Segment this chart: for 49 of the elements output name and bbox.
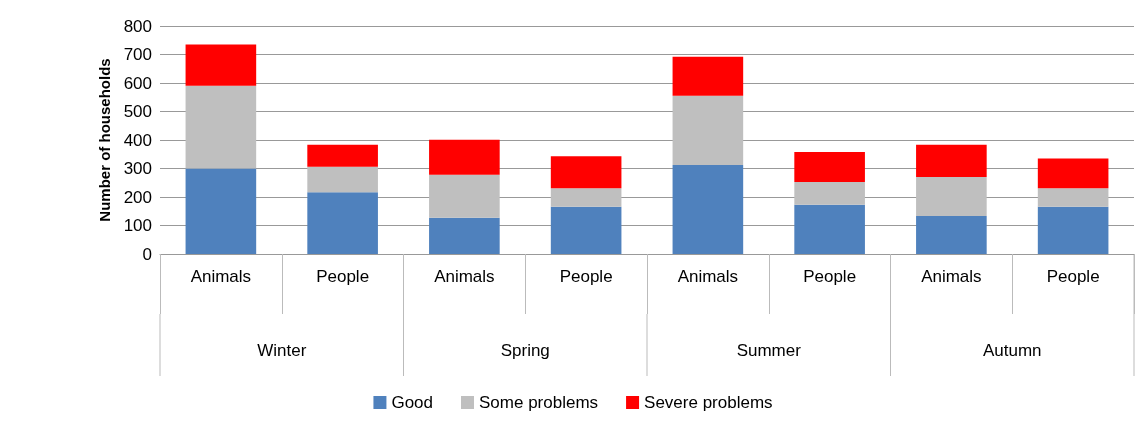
x-tick-label: People [803,267,857,286]
bar [1037,206,1109,254]
y-tick-label: 700 [123,45,152,64]
bar [185,168,257,254]
y-axis-title: Number of households [96,58,113,222]
y-tick-label: 100 [123,216,152,235]
legend-label: Some problems [479,393,599,412]
bar [185,85,257,169]
x-tick-label: Animals [677,267,739,286]
x-tick-label: Animals [190,267,252,286]
bar [550,188,622,207]
text: Winter [257,340,307,360]
bar [672,56,744,96]
bar [672,165,744,254]
bar [307,144,378,167]
bar [307,192,378,254]
y-tick-label: 0 [142,244,152,264]
bar [794,181,865,205]
x-tick-label: People [1046,267,1100,286]
x-tick-label: People [559,267,613,286]
y-tick-label: 500 [123,102,152,121]
bar [916,216,987,254]
bar [794,151,865,182]
legend-label: Severe problems [644,393,773,412]
bar [916,144,987,178]
bar [429,139,500,175]
bar [794,204,865,254]
bar [1037,158,1109,189]
bar [429,217,500,254]
bar [550,156,622,189]
x-tick-label: People [316,267,370,286]
y-tick-label: 400 [123,130,152,150]
bar [916,177,987,217]
bar [672,95,744,166]
text: Spring [500,340,550,360]
x-tick-label: Animals [921,267,982,286]
y-tick-label: 600 [123,73,152,93]
text: Autumn [982,340,1042,360]
y-tick-label: 800 [123,16,152,36]
bar [307,166,378,193]
bar [550,206,622,254]
legend-label: Good [391,393,434,412]
x-tick-label: Animals [434,267,495,286]
y-tick-label: 200 [123,187,152,207]
y-tick-label: 300 [123,159,152,178]
bar [185,44,257,86]
bar [429,174,500,218]
text: Summer [736,340,802,360]
bar [1037,188,1109,207]
